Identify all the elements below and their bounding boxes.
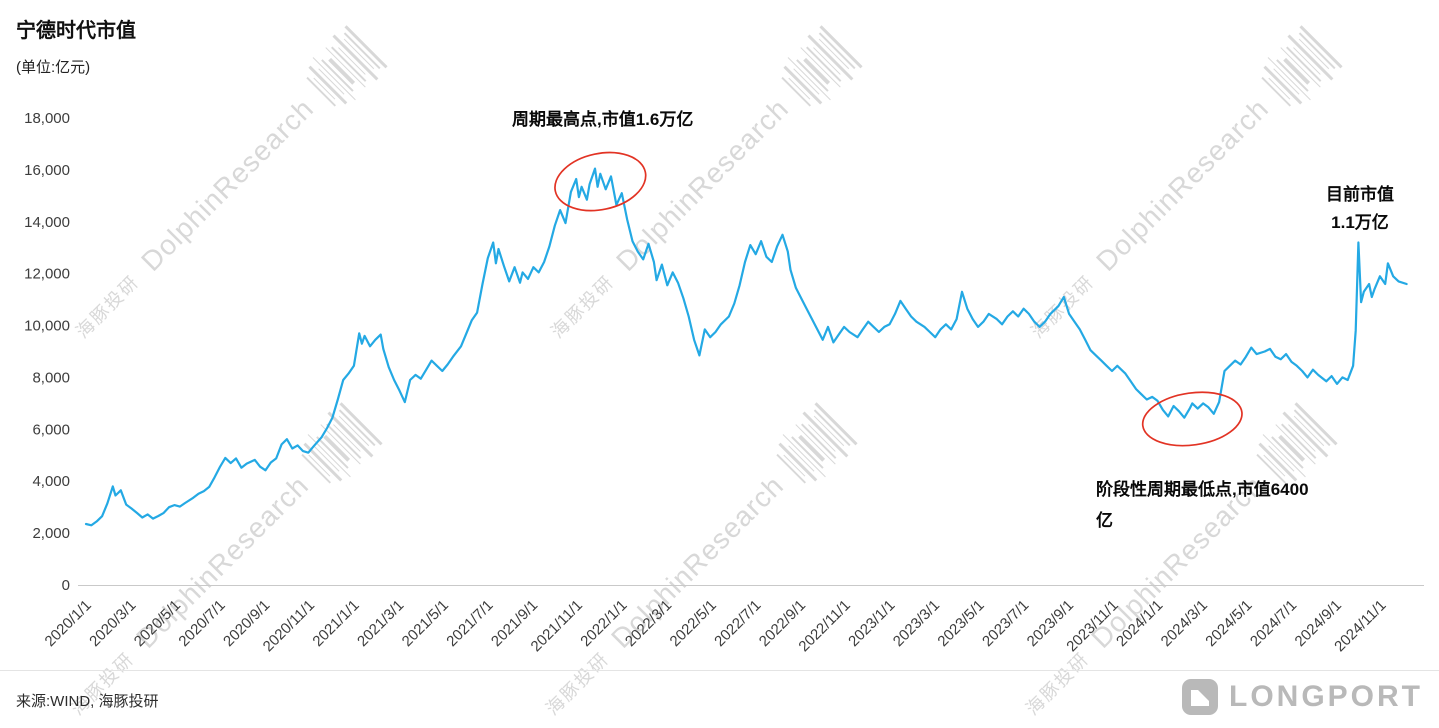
watermark-barcode-icon: [1261, 25, 1343, 107]
x-tick-label: 2021/5/1: [399, 597, 452, 650]
watermark: 海豚投研 DolphinResearch: [55, 18, 394, 357]
x-tick-label: 2024/1/1: [1113, 597, 1166, 650]
x-tick-label: 2023/1/1: [845, 597, 898, 650]
market-cap-line: [84, 167, 1408, 527]
x-tick-label: 2024/7/1: [1247, 597, 1300, 650]
y-tick-label: 12,000: [24, 266, 70, 283]
highlight-ellipse-peak: [554, 151, 647, 212]
x-tick-label: 2020/3/1: [86, 597, 139, 650]
y-tick-label: 0: [62, 577, 70, 594]
annotation-peak: 周期最高点,市值1.6万亿: [512, 110, 694, 129]
y-tick-label: 10,000: [24, 318, 70, 335]
watermark-barcode-icon: [781, 25, 863, 107]
x-tick-label: 2024/5/1: [1202, 597, 1255, 650]
x-tick-label: 2021/3/1: [354, 597, 407, 650]
watermark: 海豚投研 DolphinResearch: [1005, 395, 1344, 728]
y-tick-label: 6,000: [32, 421, 70, 438]
watermark-barcode-icon: [776, 402, 858, 484]
watermark-barcode-icon: [306, 25, 388, 107]
x-tick-label: 2023/7/1: [979, 597, 1032, 650]
annotation-trough-line1: 阶段性周期最低点,市值6400: [1096, 480, 1309, 499]
watermark: 海豚投研 DolphinResearch: [530, 18, 869, 357]
watermark: 海豚投研 DolphinResearch: [525, 395, 864, 728]
x-tick-label: 2022/5/1: [667, 597, 720, 650]
y-tick-label: 18,000: [24, 110, 70, 127]
y-tick-label: 14,000: [24, 214, 70, 231]
x-tick-label: 2022/3/1: [622, 597, 675, 650]
annotation-trough-line2: 亿: [1096, 511, 1113, 530]
x-tick-label: 2021/7/1: [443, 597, 496, 650]
annotation-current-line2: 1.1万亿: [1331, 213, 1389, 232]
source-note: 来源:WIND, 海豚投研: [16, 693, 159, 710]
watermark-barcode-icon: [301, 402, 383, 484]
market-cap-line-chart: 0 2,000 4,000 6,000 8,000 10,000 12,000 14,000 1…: [24, 110, 1424, 655]
x-tick-label: 2021/1/1: [309, 597, 362, 650]
annotation-trough: 阶段性周期最低点,市值6400 亿: [1096, 474, 1370, 536]
y-tick-label: 2,000: [32, 525, 70, 542]
x-tick-label: 2020/5/1: [131, 597, 184, 650]
x-tick-label: 2022/7/1: [711, 597, 764, 650]
unit-label: (单位:亿元): [16, 59, 91, 76]
x-tick-label: 2020/1/1: [42, 597, 95, 650]
y-tick-label: 8,000: [32, 369, 70, 386]
y-tick-label: 16,000: [24, 162, 70, 179]
x-tick-label: 2023/3/1: [890, 597, 943, 650]
x-tick-label: 2022/1/1: [577, 597, 630, 650]
y-tick-label: 4,000: [32, 473, 70, 490]
footer-divider: [0, 670, 1439, 671]
annotation-current: 目前市值 1.1万亿: [1308, 181, 1412, 237]
watermark: 海豚投研 DolphinResearch: [1010, 18, 1349, 357]
watermark-barcode-icon: [1256, 402, 1338, 484]
x-tick-label: 2023/5/1: [934, 597, 987, 650]
longport-logo: LONGPORT: [1181, 678, 1423, 716]
longport-logo-icon: [1182, 679, 1218, 715]
highlight-ellipse-trough: [1141, 391, 1243, 447]
x-tick-label: 2024/3/1: [1158, 597, 1211, 650]
watermark: 海豚投研 DolphinResearch: [50, 395, 389, 728]
x-tick-label: 2020/7/1: [175, 597, 228, 650]
page-title: 宁德时代市值: [16, 20, 136, 42]
annotation-current-line1: 目前市值: [1326, 185, 1394, 204]
longport-logo-text: LONGPORT: [1229, 680, 1423, 713]
